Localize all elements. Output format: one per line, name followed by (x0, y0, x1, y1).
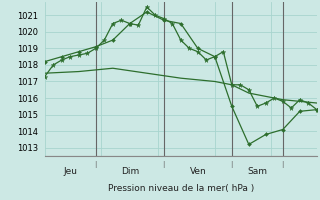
Text: Pression niveau de la mer( hPa ): Pression niveau de la mer( hPa ) (108, 184, 254, 193)
Text: |: | (282, 161, 284, 168)
Text: |: | (95, 161, 97, 168)
Text: Ven: Ven (189, 167, 206, 176)
Text: |: | (231, 161, 233, 168)
Text: |: | (163, 161, 165, 168)
Text: Jeu: Jeu (63, 167, 77, 176)
Text: Sam: Sam (247, 167, 267, 176)
Text: Dim: Dim (121, 167, 139, 176)
